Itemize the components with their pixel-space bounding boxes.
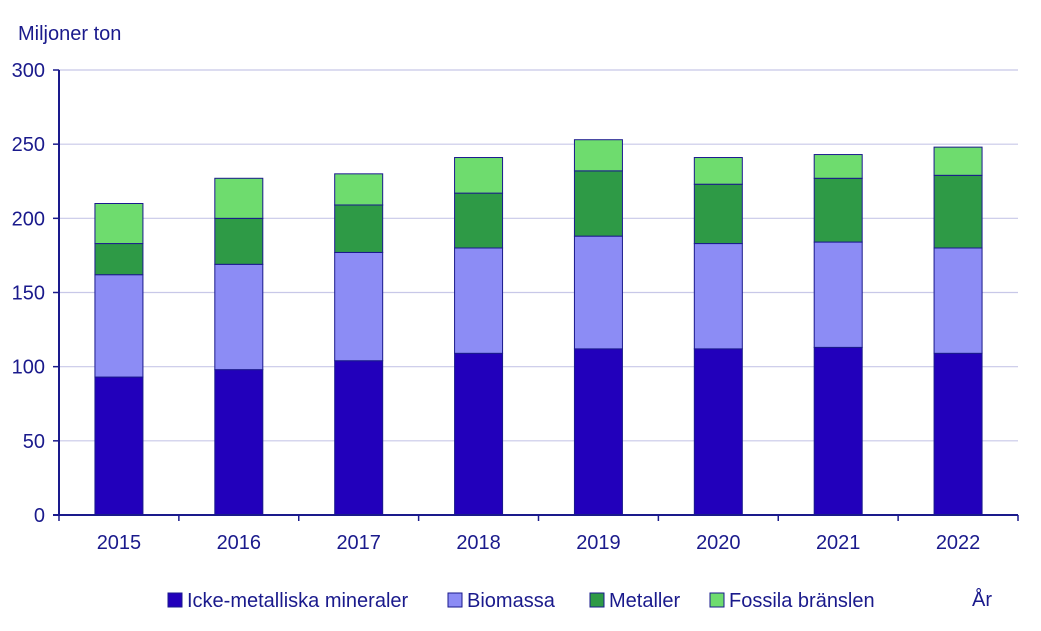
bar-segment [573,139,623,172]
y-tick-label: 250 [12,134,45,156]
bar-segment [933,174,983,249]
bar-segment [933,146,983,176]
legend-label: Biomassa [467,590,556,612]
bar-segment [94,274,144,378]
x-tick-label: 2015 [97,532,142,554]
bar-segment [454,157,504,194]
bar-segment [454,247,504,354]
bar-segment [214,217,264,265]
bar-segment [214,369,264,516]
y-tick-label: 300 [12,60,45,82]
x-tick-label: 2016 [217,532,262,554]
legend-label: Metaller [609,590,680,612]
bar-segment [933,352,983,516]
bar-segment [693,157,743,185]
x-tick-label: 2022 [936,532,981,554]
legend-swatch [167,592,183,608]
bars [94,139,983,516]
bar-segment [693,348,743,516]
y-axis-title: Miljoner ton [18,23,121,45]
legend-swatch [589,592,605,608]
x-tick-label: 2018 [456,532,501,554]
bar-segment [813,177,863,243]
bar-segment [94,243,144,276]
bar-segment [813,241,863,348]
gridlines [59,69,1018,442]
bar-segment [573,235,623,350]
y-tick-label: 200 [12,208,45,230]
bar-segment [94,376,144,516]
bar-segment [334,204,384,253]
legend: Icke-metalliska mineraler Biomassa Metalle… [167,590,875,612]
bar-segment [334,173,384,206]
bar-segment [94,203,144,245]
axes: 0 50 100 150 200 250 300 2015 2016 2017 2018 2019 20… [12,60,1019,554]
x-axis-title: År [972,588,992,611]
x-tick-label: 2019 [576,532,621,554]
bar-segment [573,348,623,516]
bar-segment [454,192,504,249]
legend-label: Fossila bränslen [729,590,875,612]
bar-segment [813,154,863,179]
y-tick-label: 50 [23,431,45,453]
bar-segment [214,177,264,219]
bar-segment [693,243,743,350]
legend-swatch [447,592,463,608]
bar-segment [334,251,384,362]
bar-segment [813,346,863,516]
bar-segment [214,263,264,371]
bar-segment [334,360,384,516]
bar-segment [573,170,623,237]
bar-segment [933,247,983,354]
y-tick-label: 100 [12,357,45,379]
x-tick-label: 2017 [336,532,381,554]
x-tick-label: 2021 [816,532,861,554]
y-tick-label: 0 [34,505,45,527]
x-tick-label: 2020 [696,532,741,554]
bar-segment [454,352,504,516]
bar-segment [693,183,743,245]
legend-swatch [709,592,725,608]
y-tick-label: 150 [12,283,45,305]
legend-label: Icke-metalliska mineraler [187,590,409,612]
